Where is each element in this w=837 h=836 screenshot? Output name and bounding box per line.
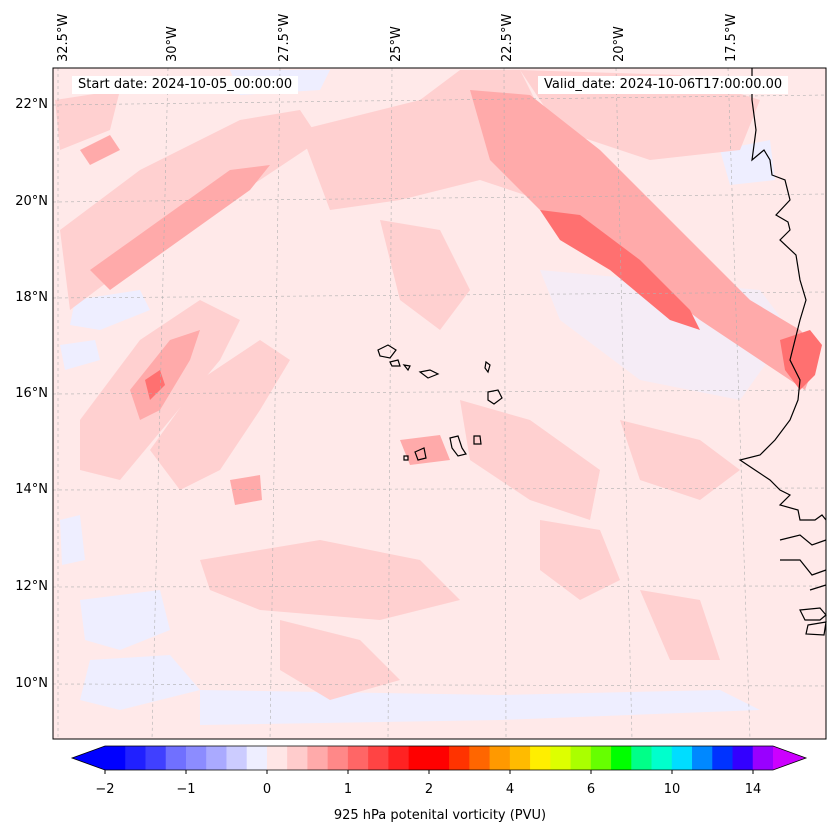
lat-label-16n: 16°N bbox=[15, 386, 48, 401]
colorbar-swatch bbox=[145, 746, 167, 770]
colorbar-swatch bbox=[712, 746, 733, 770]
cb-tick-3: 1 bbox=[343, 782, 353, 797]
cb-tick-1: −1 bbox=[176, 782, 196, 797]
colorbar-swatch bbox=[327, 746, 349, 770]
colorbar-label: 925 hPa potenital vorticity (PVU) bbox=[333, 808, 547, 823]
lat-label-18n: 18°N bbox=[15, 290, 48, 305]
lon-label-30w: 30°W bbox=[165, 26, 180, 62]
cape-verde-islands bbox=[377, 344, 503, 461]
colorbar-swatch bbox=[347, 746, 369, 770]
colorbar-swatch bbox=[428, 746, 450, 770]
colorbar-swatch bbox=[550, 746, 571, 770]
colorbar-swatch bbox=[105, 746, 126, 770]
colorbar-swatch bbox=[489, 746, 511, 770]
lon-label-20w: 20°W bbox=[612, 26, 627, 62]
colorbar-swatch bbox=[388, 746, 410, 770]
colorbar-swatch bbox=[449, 746, 470, 770]
colorbar-swatch bbox=[266, 746, 288, 770]
lat-label-14n: 14°N bbox=[15, 482, 48, 497]
lat-label-12n: 12°N bbox=[15, 579, 48, 594]
colorbar-swatch bbox=[287, 746, 308, 770]
valid-date-label: Valid_date: 2024-10-06T17:00:00.00 bbox=[538, 76, 789, 94]
start-date-label: Start date: 2024-10-05_00:00:00 bbox=[72, 76, 299, 94]
colorbar-swatch bbox=[246, 746, 268, 770]
cb-tick-6: 6 bbox=[586, 782, 596, 797]
cb-tick-7: 10 bbox=[663, 782, 681, 797]
strong-pv-band bbox=[145, 210, 822, 400]
lon-label-25w: 25°W bbox=[389, 26, 404, 62]
lon-label-32-5w: 32.5°W bbox=[56, 13, 71, 62]
colorbar-swatch bbox=[368, 746, 389, 770]
lon-label-22-5w: 22.5°W bbox=[500, 13, 515, 62]
colorbar-swatch bbox=[671, 746, 693, 770]
graticule bbox=[52, 67, 827, 740]
colorbar-swatch bbox=[570, 746, 592, 770]
colorbar-swatch bbox=[307, 746, 329, 770]
colorbar-swatch bbox=[165, 746, 187, 770]
map-border bbox=[52, 67, 827, 740]
colorbar-swatch bbox=[206, 746, 227, 770]
colorbar-swatch bbox=[226, 746, 248, 770]
cb-tick-8: 14 bbox=[744, 782, 762, 797]
cb-tick-0: −2 bbox=[95, 782, 115, 797]
colorbar-swatch bbox=[469, 746, 490, 770]
colorbar-swatch bbox=[530, 746, 551, 770]
colorbar-swatch bbox=[408, 746, 430, 770]
colorbar-swatch bbox=[651, 746, 673, 770]
colorbar-extend-high bbox=[773, 746, 806, 770]
colorbar-swatch bbox=[125, 746, 146, 770]
colorbar-extend-low bbox=[72, 746, 105, 770]
coastline bbox=[738, 68, 827, 636]
map-panel bbox=[52, 67, 827, 740]
colorbar-swatch bbox=[590, 746, 612, 770]
colorbar-swatch bbox=[611, 746, 632, 770]
colorbar-swatch bbox=[631, 746, 652, 770]
cb-tick-5: 4 bbox=[505, 782, 515, 797]
lon-label-27-5w: 27.5°W bbox=[277, 13, 292, 62]
lat-label-20n: 20°N bbox=[15, 194, 48, 209]
lat-label-22n: 22°N bbox=[15, 97, 48, 112]
colorbar bbox=[70, 745, 808, 774]
cb-tick-4: 2 bbox=[424, 782, 434, 797]
colorbar-swatch bbox=[692, 746, 713, 770]
colorbar-swatch bbox=[752, 746, 774, 770]
cb-tick-2: 0 bbox=[262, 782, 272, 797]
colorbar-swatch bbox=[185, 746, 207, 770]
moderate-pv-bands bbox=[80, 90, 820, 505]
colorbar-swatch bbox=[509, 746, 531, 770]
lon-label-17-5w: 17.5°W bbox=[724, 13, 739, 62]
lat-label-10n: 10°N bbox=[15, 676, 48, 691]
colorbar-swatch bbox=[732, 746, 754, 770]
